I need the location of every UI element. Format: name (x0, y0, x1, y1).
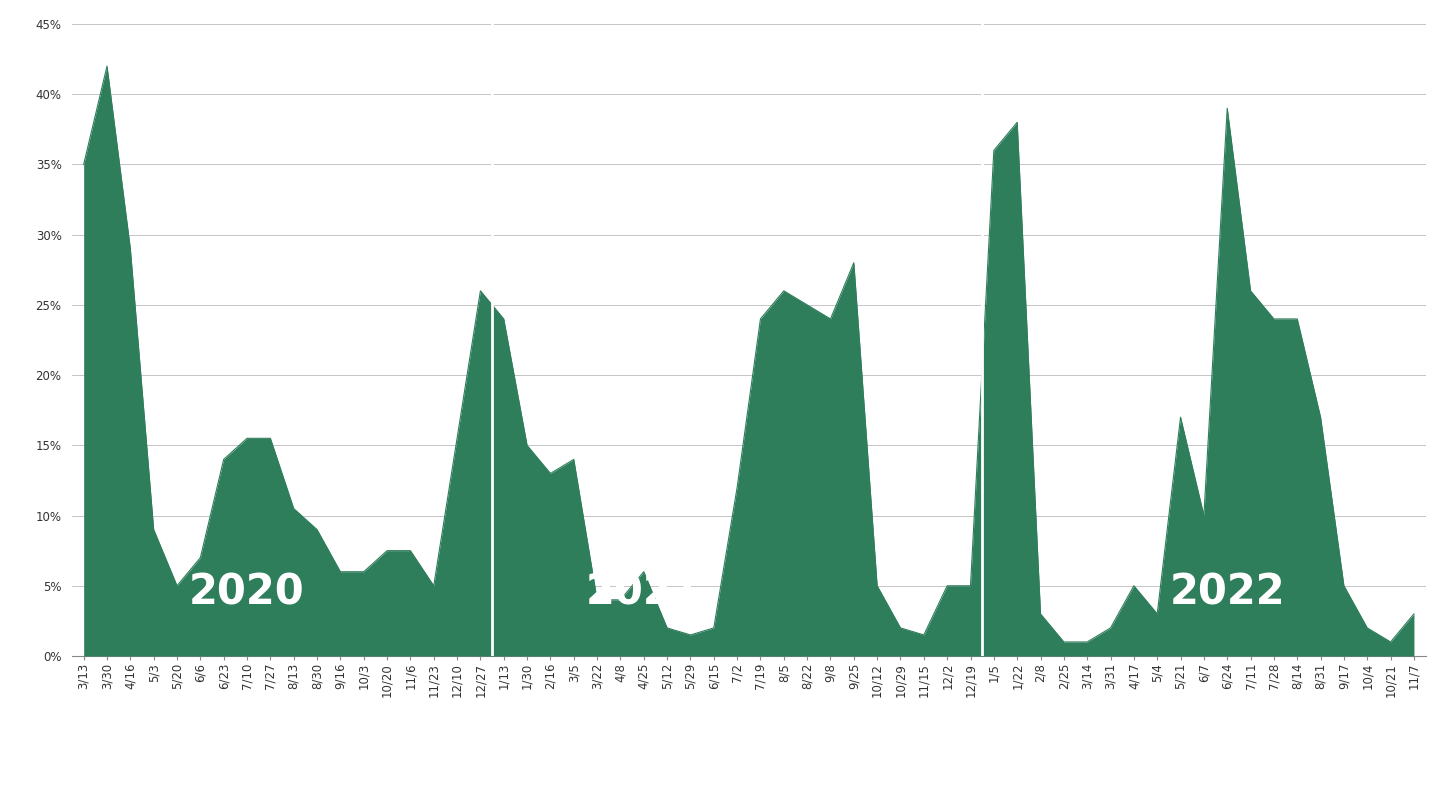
Text: 2020: 2020 (189, 572, 305, 614)
Text: 2022: 2022 (1169, 572, 1284, 614)
Text: 2021: 2021 (586, 572, 701, 614)
